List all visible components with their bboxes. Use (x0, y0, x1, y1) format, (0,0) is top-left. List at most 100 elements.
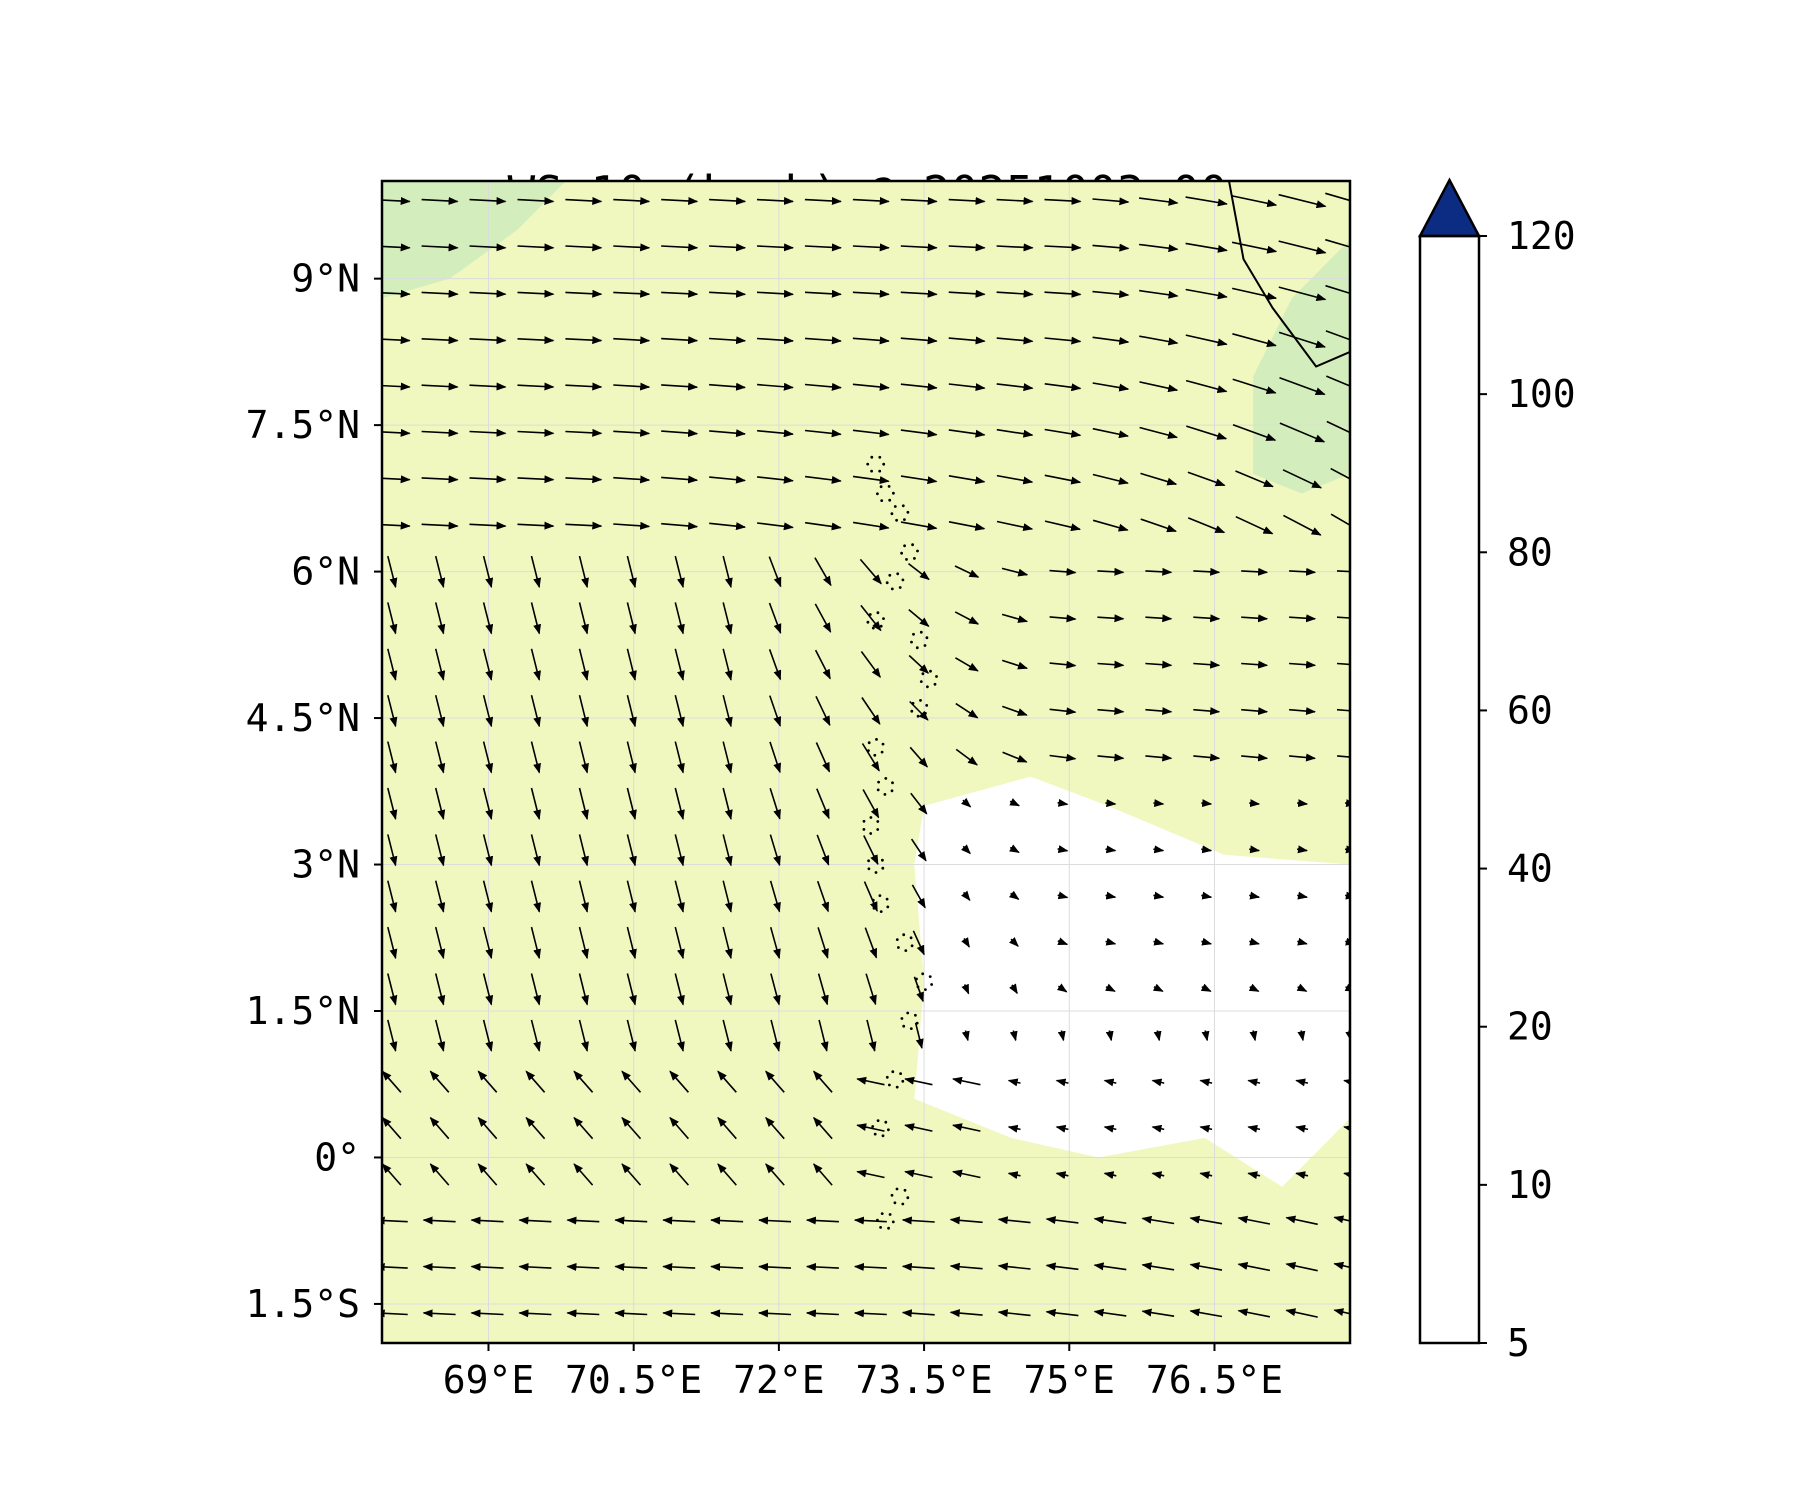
wind-vector (469, 289, 507, 298)
wind-vector (758, 1262, 792, 1271)
wind-vector (482, 834, 494, 867)
wind-vector (948, 336, 986, 345)
wind-vector (904, 1169, 933, 1179)
wind-vector (1185, 379, 1228, 394)
wind-vector (765, 1163, 785, 1186)
wind-vector (566, 1216, 600, 1225)
wind-vector (1092, 290, 1130, 299)
atoll-dot (877, 780, 880, 784)
wind-vector (661, 196, 699, 205)
wind-vector (1285, 1261, 1318, 1272)
atoll-dot (913, 557, 916, 560)
wind-vector (709, 243, 747, 252)
wind-vector (853, 1309, 887, 1318)
wind-vector (722, 787, 733, 820)
atoll-dot (888, 498, 892, 502)
wind-vector (613, 243, 651, 252)
wind-vector (1185, 288, 1228, 300)
wind-vector (1249, 845, 1261, 854)
wind-vector (482, 926, 494, 960)
atoll-dot (876, 828, 880, 831)
wind-vector (530, 602, 541, 635)
wind-vector (1232, 333, 1277, 348)
wind-vector (1296, 983, 1308, 993)
wind-vector (434, 926, 446, 960)
wind-vector (862, 789, 880, 819)
x-tick-label: 69°E (443, 1358, 535, 1402)
wind-vector (997, 1216, 1031, 1225)
wind-vector (722, 834, 733, 867)
wind-vector (674, 834, 685, 867)
atoll-dot (896, 572, 900, 576)
wind-vector (482, 741, 494, 774)
x-tick-label: 72°E (733, 1358, 825, 1402)
wind-vector (954, 657, 979, 672)
wind-vector (382, 1116, 402, 1140)
wind-vector (482, 602, 494, 635)
wind-vector (948, 289, 986, 298)
wind-vector (1344, 799, 1350, 808)
wind-vector (961, 983, 970, 995)
wind-vector (859, 558, 882, 585)
wind-vector (661, 289, 699, 298)
atoll-dot (876, 788, 880, 792)
wind-vector (757, 382, 794, 391)
wind-vector (1232, 378, 1277, 394)
wind-vector (517, 336, 555, 345)
wind-vector (1289, 614, 1317, 623)
x-tick-label: 70.5°E (565, 1358, 702, 1402)
wind-vector (768, 602, 782, 634)
wind-vector (1001, 659, 1028, 670)
wind-vector (852, 289, 890, 298)
wind-vector (421, 289, 459, 298)
wind-vector (1105, 845, 1117, 854)
wind-vector (1193, 660, 1221, 669)
wind-vector (852, 243, 890, 252)
wind-vector (621, 1163, 642, 1186)
wind-vector (900, 336, 938, 345)
atoll-dot (878, 455, 882, 459)
wind-vector (621, 1070, 642, 1093)
wind-vector (382, 521, 411, 530)
wind-vector (382, 428, 411, 437)
wind-vector (1333, 1215, 1350, 1224)
wind-vector (1289, 753, 1316, 762)
wind-vector (530, 880, 541, 913)
wind-vector (421, 428, 459, 437)
wind-vector (565, 196, 603, 205)
wind-vector (709, 196, 747, 205)
wind-vector (1295, 1171, 1309, 1180)
wind-vector (948, 521, 986, 531)
atoll-dot (929, 669, 932, 673)
wind-vector (1009, 983, 1018, 995)
wind-vector (1201, 845, 1213, 854)
wind-vector (756, 336, 794, 345)
atoll-dot (924, 988, 927, 991)
wind-vector (769, 834, 781, 867)
wind-vector (530, 648, 541, 681)
wind-vector (1344, 891, 1350, 900)
wind-vector (1057, 1030, 1066, 1042)
wind-vector (757, 475, 794, 484)
wind-vector (813, 1163, 833, 1186)
wind-vector (1333, 1308, 1350, 1317)
atoll-dot (882, 617, 885, 620)
wind-vector (518, 1262, 552, 1271)
wind-vector (709, 429, 746, 438)
wind-vector (856, 1169, 885, 1179)
wind-vector (530, 555, 541, 589)
atoll-dot (880, 1212, 884, 1215)
wind-vector (804, 382, 842, 391)
wind-vector (818, 1019, 829, 1052)
y-tick-label: 6°N (291, 550, 360, 594)
wind-vector (949, 1216, 983, 1225)
atoll-dot (933, 682, 937, 686)
wind-vector (1153, 1030, 1162, 1042)
wind-vector (904, 1076, 933, 1086)
wind-vector (1241, 614, 1269, 623)
wind-vector (1289, 567, 1317, 576)
wind-vector (387, 648, 398, 681)
wind-vector (434, 973, 446, 1006)
wind-vector (765, 1070, 785, 1093)
wind-vector (1057, 798, 1069, 807)
